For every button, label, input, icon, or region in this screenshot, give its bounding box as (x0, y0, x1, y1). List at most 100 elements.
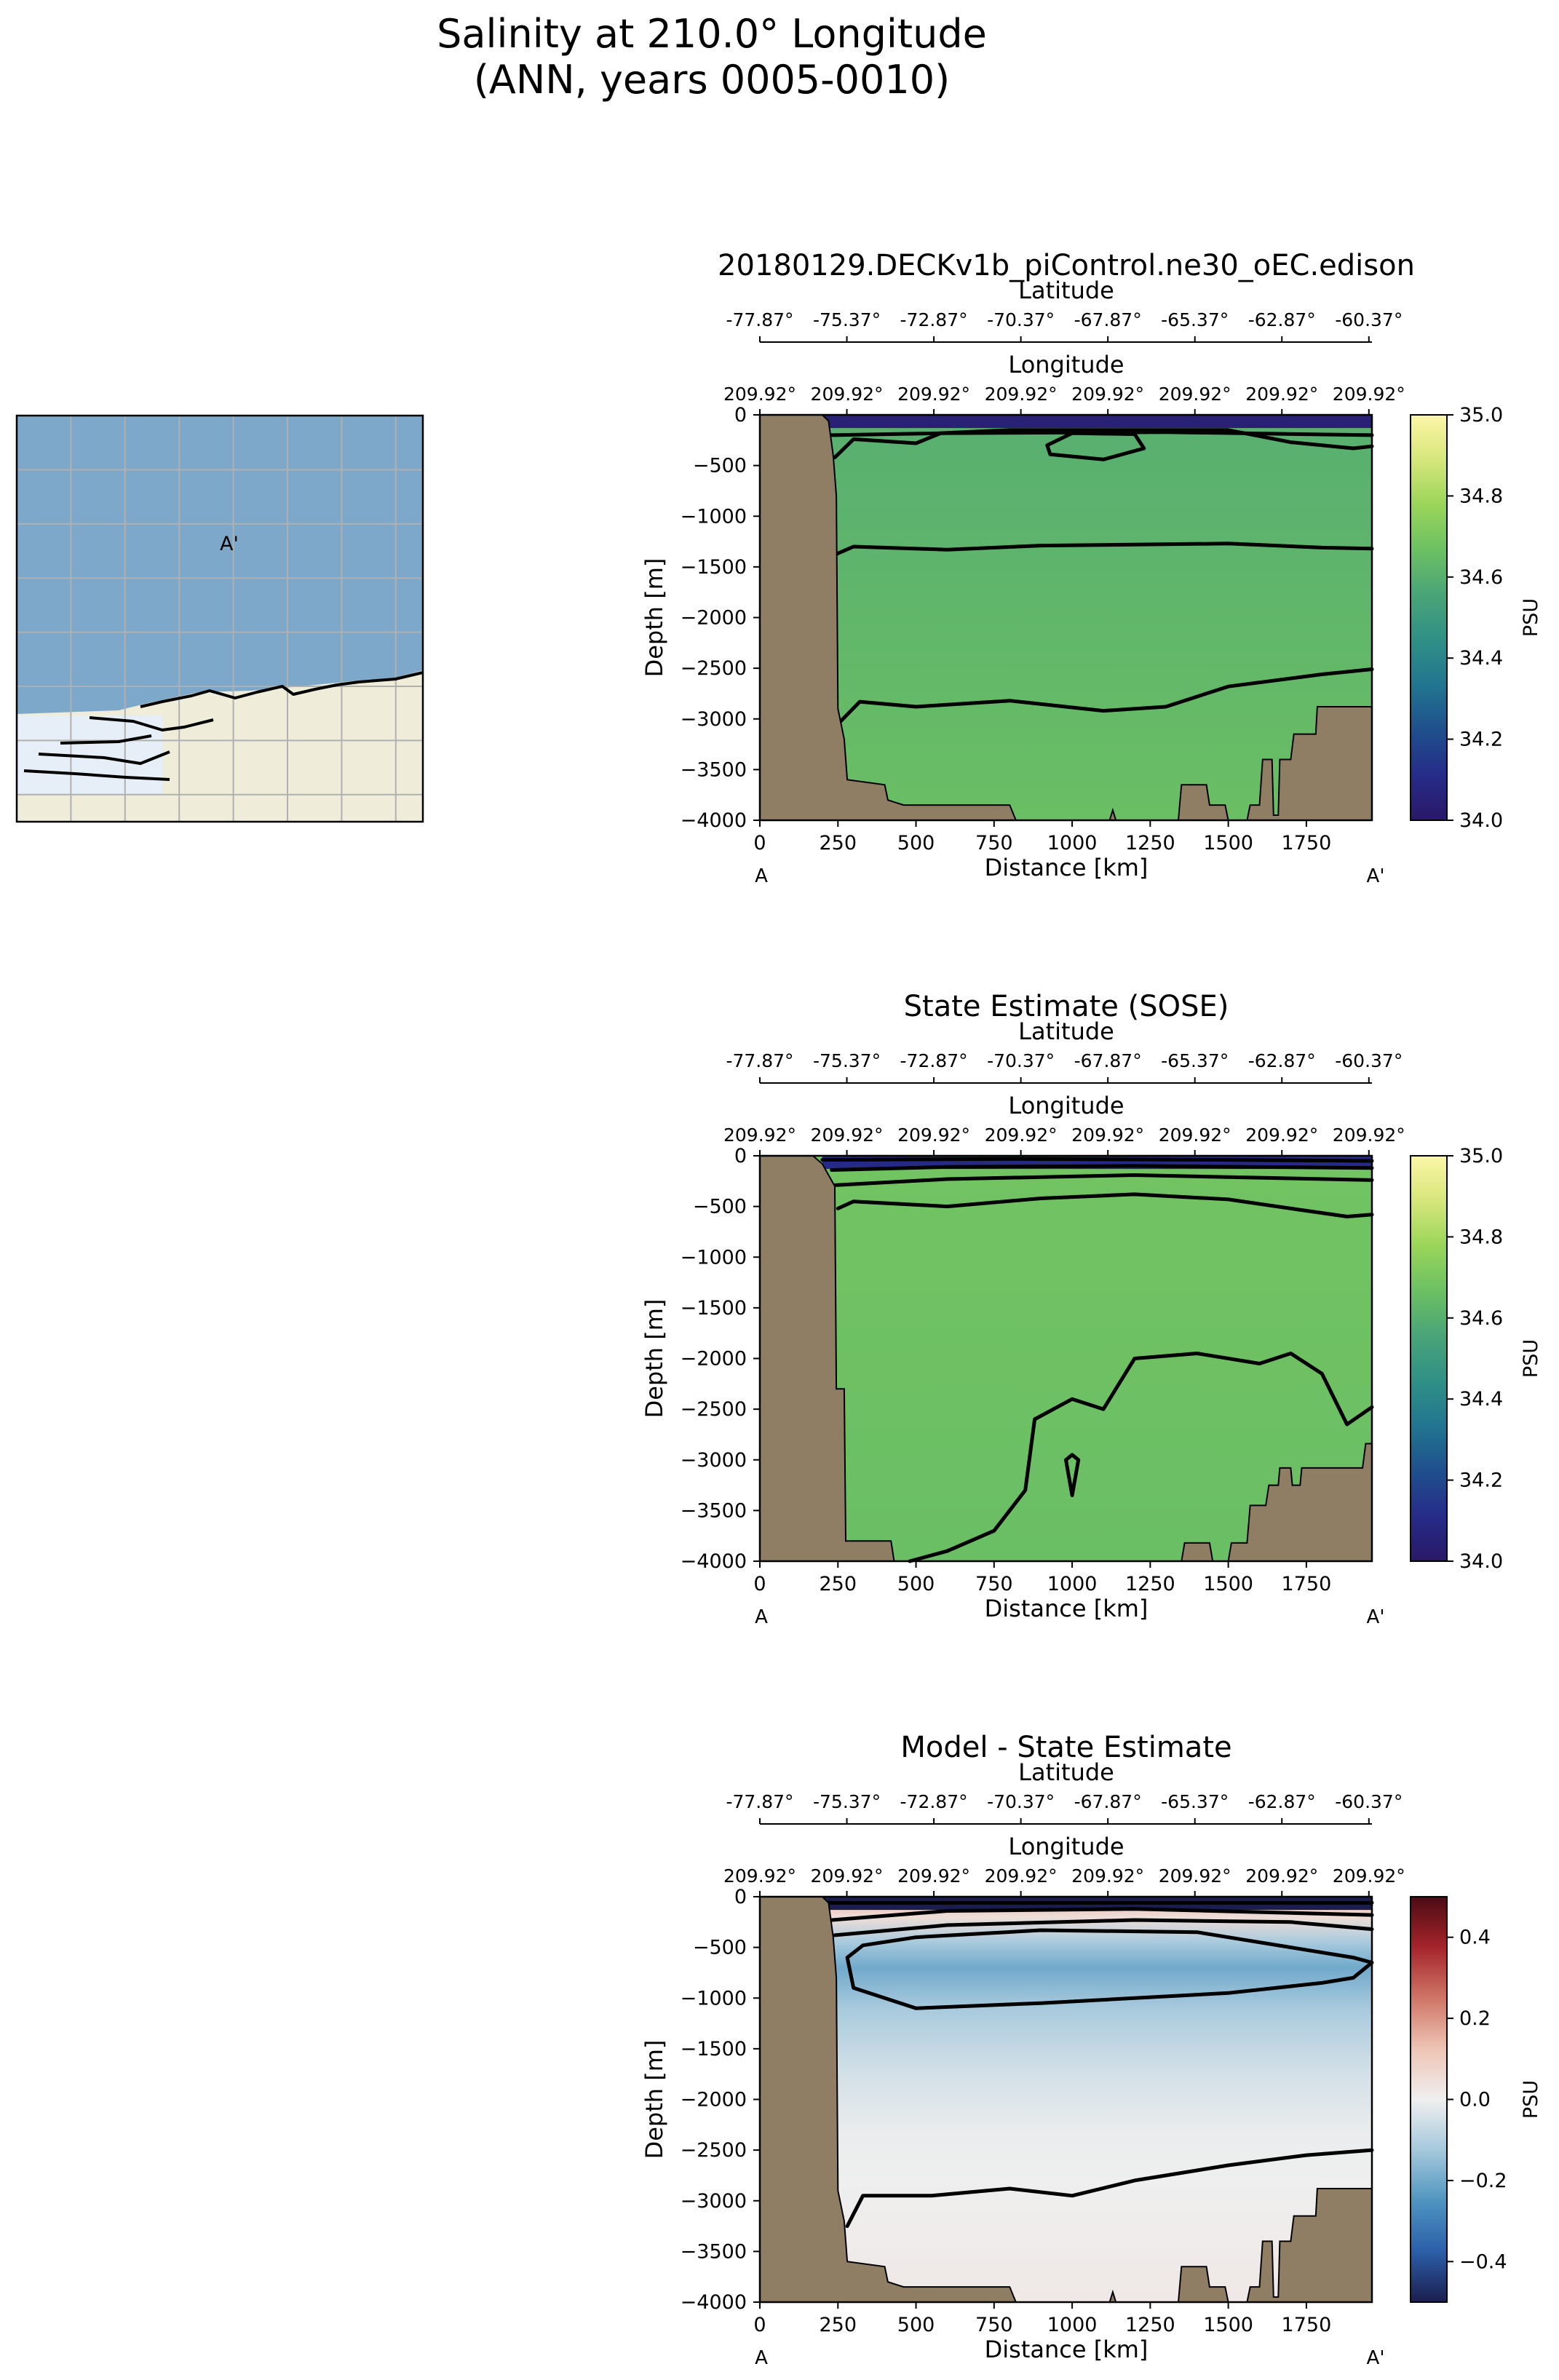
panel-title: State Estimate (SOSE) (904, 990, 1229, 1023)
bathymetry-mask (759, 1155, 1373, 1562)
contour-line (908, 1352, 1374, 1563)
latitude-tick-label: -65.37° (1161, 1050, 1229, 1071)
longitude-tick-label: 209.92° (985, 1124, 1058, 1146)
y-tick-label: −2000 (681, 1348, 747, 1371)
colorbar-tick-label: 0.4 (1459, 1927, 1491, 1949)
longitude-tick-label: 209.92° (897, 1865, 970, 1887)
longitude-tick-label: 209.92° (1333, 1865, 1405, 1887)
chart-panel: State Estimate (SOSE)Latitude -77.87° -75.… (640, 990, 1542, 1628)
x-axis-label: Distance [km] (985, 2336, 1149, 2363)
coastline-segment (38, 750, 170, 765)
longitude-tick-label: 209.92° (1159, 1124, 1231, 1146)
y-tick-label: −4000 (681, 1550, 747, 1573)
latitude-tick-label: -60.37° (1335, 309, 1403, 330)
endpoint-label-left: A (755, 865, 768, 887)
longitude-tick-label: 209.92° (1159, 384, 1231, 405)
x-tick-label: 1500 (1203, 1573, 1253, 1595)
x-axis-label: Distance [km] (985, 1595, 1149, 1622)
x-tick-label: 500 (897, 832, 935, 854)
longitude-tick-label: 209.92° (811, 1865, 884, 1887)
colorbar-label: PSU (1520, 2080, 1542, 2119)
latitude-tick-label: -60.37° (1335, 1791, 1403, 1812)
latitude-tick-label: -60.37° (1335, 1050, 1403, 1071)
latitude-tick-label: -67.87° (1074, 1791, 1142, 1812)
contour-line (833, 1173, 1374, 1187)
latitude-axis-label: Latitude (1018, 277, 1114, 304)
contour-line (830, 1164, 1374, 1172)
coastline-segment (89, 716, 214, 731)
x-tick-label: 1750 (1282, 1573, 1332, 1595)
y-tick-label: −1500 (681, 556, 747, 579)
colorbar (1410, 414, 1448, 821)
y-tick-label: −1500 (681, 1297, 747, 1320)
endpoint-label-left: A (755, 1606, 768, 1628)
colorbar-tick-label: 34.4 (1459, 647, 1503, 670)
panel-title: 20180129.DECKv1b_piControl.ne30_oEC.edis… (718, 249, 1415, 282)
longitude-axis-label: Longitude (1008, 1092, 1124, 1119)
x-tick-label: 1250 (1125, 1573, 1175, 1595)
y-tick-label: −2500 (681, 2139, 747, 2162)
endpoint-label-left: A (755, 2347, 768, 2369)
map-gridlines (17, 416, 423, 822)
colorbar-tick-label: 34.0 (1459, 809, 1503, 832)
y-tick-label: −2000 (681, 2089, 747, 2111)
longitude-tick-label: 209.92° (985, 1865, 1058, 1887)
longitude-tick-label: 209.92° (985, 384, 1058, 405)
latitude-tick-label: -77.87° (726, 1050, 793, 1071)
colorbar-tick-label: 34.8 (1459, 1226, 1503, 1248)
x-tick-label: 1500 (1203, 2314, 1253, 2336)
longitude-axis-label: Longitude (1008, 351, 1124, 378)
colorbar-tick-label: 34.8 (1459, 485, 1503, 507)
x-tick-label: 250 (819, 1573, 857, 1595)
y-tick-label: −500 (693, 1196, 747, 1218)
y-tick-label: −3500 (681, 1499, 747, 1522)
contour-line (836, 1192, 1374, 1218)
x-tick-label: 750 (975, 832, 1013, 854)
contour-line (1064, 1453, 1081, 1497)
x-tick-label: 500 (897, 2314, 935, 2336)
x-axis-label: Distance [km] (985, 854, 1149, 881)
endpoint-label-right: A' (1367, 865, 1385, 887)
figure-title-line-1: Salinity at 210.0° Longitude (437, 11, 987, 57)
x-tick-label: 1750 (1282, 2314, 1332, 2336)
contour-line (833, 1918, 1374, 1937)
latitude-axis-label: Latitude (1018, 1018, 1114, 1045)
colorbar-tick-label: 34.6 (1459, 1307, 1503, 1330)
contour-line (826, 430, 1374, 437)
latitude-tick-label: -77.87° (726, 309, 793, 330)
y-tick-label: −500 (693, 1937, 747, 1959)
longitude-tick-label: 209.92° (897, 384, 970, 405)
longitude-tick-label: 209.92° (811, 384, 884, 405)
coastline-segment (140, 671, 424, 708)
x-tick-label: 250 (819, 832, 857, 854)
section-field (760, 1897, 1372, 2302)
longitude-tick-label: 209.92° (1159, 1865, 1231, 1887)
contour-lines (826, 428, 1374, 726)
colorbar-tick-label: 34.0 (1459, 1550, 1503, 1573)
surface-layer (822, 415, 1372, 429)
x-tick-label: 0 (753, 2314, 766, 2336)
x-tick-label: 1500 (1203, 832, 1253, 854)
y-tick-label: −500 (693, 455, 747, 477)
colorbar-label: PSU (1520, 1339, 1542, 1378)
y-tick-label: −3000 (681, 1449, 747, 1472)
contour-line (845, 2148, 1374, 2229)
longitude-tick-label: 209.92° (723, 1865, 796, 1887)
chart-panels: 20180129.DECKv1b_piControl.ne30_oEC.edis… (640, 249, 1542, 2369)
colorbar (1410, 1896, 1448, 2303)
latitude-tick-label: -65.37° (1161, 1791, 1229, 1812)
coastline-segment (23, 769, 170, 781)
y-tick-label: 0 (734, 1886, 747, 1908)
bathymetry-mask (759, 414, 1373, 821)
colorbar-tick-label: 0.2 (1459, 2007, 1491, 2030)
longitude-tick-label: 209.92° (1071, 384, 1144, 405)
x-tick-label: 0 (753, 1573, 766, 1595)
colorbar-tick-label: 35.0 (1459, 404, 1503, 427)
y-tick-label: −2500 (681, 1398, 747, 1421)
panel-title: Model - State Estimate (900, 1731, 1231, 1764)
latitude-tick-label: -67.87° (1074, 1050, 1142, 1071)
colorbar-label: PSU (1520, 598, 1542, 637)
latitude-tick-label: -75.37° (813, 1050, 881, 1071)
longitude-tick-label: 209.92° (1071, 1124, 1144, 1146)
